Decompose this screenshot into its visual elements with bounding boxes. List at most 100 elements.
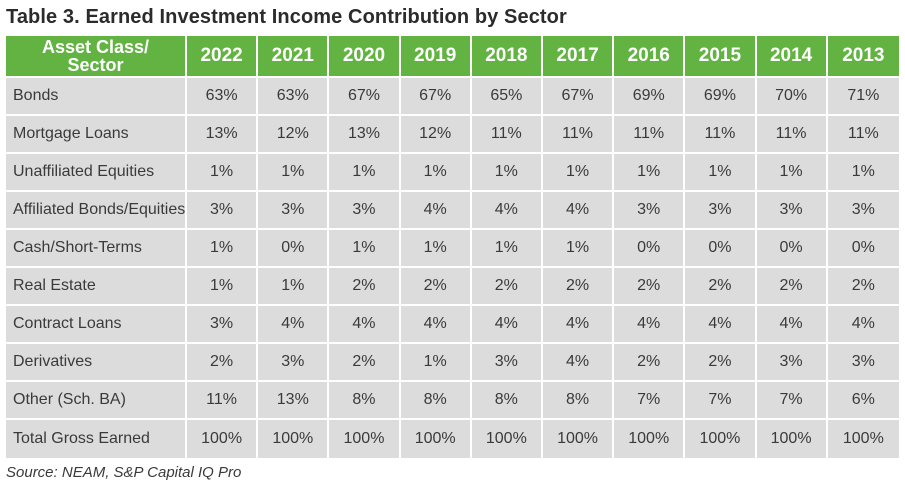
table-cell: 4% bbox=[542, 306, 615, 344]
table-cell: 1% bbox=[614, 154, 686, 192]
table-cell: 11% bbox=[542, 116, 615, 154]
header-year: 2020 bbox=[329, 36, 401, 78]
table-cell: 100% bbox=[614, 420, 686, 460]
table-cell: 100% bbox=[258, 420, 330, 460]
table-cell: 4% bbox=[756, 306, 828, 344]
row-label: Total Gross Earned bbox=[6, 420, 187, 460]
row-label: Other (Sch. BA) bbox=[6, 382, 187, 420]
row-label: Derivatives bbox=[6, 344, 187, 382]
table-row: Other (Sch. BA) 11% 13% 8% 8% 8% 8% 7% 7% 7% 6% bbox=[6, 382, 899, 420]
table-cell: 1% bbox=[542, 230, 615, 268]
table-cell: 0% bbox=[614, 230, 686, 268]
table-cell: 1% bbox=[471, 154, 543, 192]
header-year: 2019 bbox=[400, 36, 472, 78]
table-cell: 4% bbox=[329, 306, 401, 344]
table-cell: 1% bbox=[187, 230, 259, 268]
income-contribution-table: Asset Class/ Sector 2022 2021 2020 2019 … bbox=[6, 36, 899, 460]
table-cell: 1% bbox=[187, 268, 259, 306]
table-cell: 4% bbox=[471, 192, 543, 230]
table-cell: 71% bbox=[827, 78, 899, 116]
table-row: Bonds 63% 63% 67% 67% 65% 67% 69% 69% 70% 71% bbox=[6, 78, 899, 116]
table-cell: 1% bbox=[400, 230, 472, 268]
table-cell: 3% bbox=[827, 344, 899, 382]
header-year: 2021 bbox=[258, 36, 330, 78]
header-label-line1: Asset Class/ bbox=[41, 37, 150, 57]
table-cell: 0% bbox=[756, 230, 828, 268]
table-cell: 3% bbox=[187, 306, 259, 344]
table-row: Mortgage Loans 13% 12% 13% 12% 11% 11% 11% 11% 11… bbox=[6, 116, 899, 154]
table-cell: 8% bbox=[471, 382, 543, 420]
table-cell: 100% bbox=[329, 420, 401, 460]
table-cell: 2% bbox=[614, 344, 686, 382]
table-cell: 1% bbox=[685, 154, 757, 192]
table-cell: 13% bbox=[258, 382, 330, 420]
table-cell: 1% bbox=[827, 154, 899, 192]
header-label-line2: Sector bbox=[67, 55, 124, 75]
header-year: 2013 bbox=[827, 36, 899, 78]
row-label: Real Estate bbox=[6, 268, 187, 306]
table-row: Contract Loans 3% 4% 4% 4% 4% 4% 4% 4% 4% 4% bbox=[6, 306, 899, 344]
table-cell: 3% bbox=[187, 192, 259, 230]
table-cell: 11% bbox=[827, 116, 899, 154]
header-year: 2016 bbox=[614, 36, 686, 78]
table-cell: 2% bbox=[471, 268, 543, 306]
table-cell: 1% bbox=[471, 230, 543, 268]
table-row: Real Estate 1% 1% 2% 2% 2% 2% 2% 2% 2% 2% bbox=[6, 268, 899, 306]
table-row: Derivatives 2% 3% 2% 1% 3% 4% 2% 2% 3% 3% bbox=[6, 344, 899, 382]
table-cell: 3% bbox=[329, 192, 401, 230]
table-cell: 2% bbox=[329, 268, 401, 306]
table-cell: 8% bbox=[542, 382, 615, 420]
table-cell: 0% bbox=[258, 230, 330, 268]
table-cell: 4% bbox=[685, 306, 757, 344]
row-label: Cash/Short-Terms bbox=[6, 230, 187, 268]
table-cell: 11% bbox=[471, 116, 543, 154]
table-cell: 63% bbox=[187, 78, 259, 116]
table-cell: 3% bbox=[756, 192, 828, 230]
table-cell: 0% bbox=[827, 230, 899, 268]
table-cell: 8% bbox=[400, 382, 472, 420]
table-cell: 100% bbox=[827, 420, 899, 460]
header-year: 2015 bbox=[685, 36, 757, 78]
table-cell: 100% bbox=[685, 420, 757, 460]
table-cell: 3% bbox=[614, 192, 686, 230]
table-cell: 3% bbox=[471, 344, 543, 382]
table-cell: 1% bbox=[258, 154, 330, 192]
table-cell: 4% bbox=[614, 306, 686, 344]
row-label: Unaffiliated Equities bbox=[6, 154, 187, 192]
table-cell: 100% bbox=[756, 420, 828, 460]
row-label: Contract Loans bbox=[6, 306, 187, 344]
table-cell: 1% bbox=[400, 344, 472, 382]
table-body: Bonds 63% 63% 67% 67% 65% 67% 69% 69% 70% 71% Mortg… bbox=[6, 78, 899, 460]
table-cell: 2% bbox=[685, 268, 757, 306]
table-cell: 4% bbox=[400, 192, 472, 230]
table-cell: 100% bbox=[400, 420, 472, 460]
table-cell: 13% bbox=[329, 116, 401, 154]
table-cell: 2% bbox=[400, 268, 472, 306]
row-label: Mortgage Loans bbox=[6, 116, 187, 154]
table-cell: 1% bbox=[756, 154, 828, 192]
table-cell: 4% bbox=[400, 306, 472, 344]
source-note: Source: NEAM, S&P Capital IQ Pro bbox=[6, 464, 242, 481]
table-cell: 4% bbox=[542, 344, 615, 382]
table-cell: 12% bbox=[258, 116, 330, 154]
table-cell: 2% bbox=[827, 268, 899, 306]
table-cell: 11% bbox=[756, 116, 828, 154]
header-year: 2018 bbox=[471, 36, 543, 78]
table-cell: 3% bbox=[827, 192, 899, 230]
table-cell: 67% bbox=[400, 78, 472, 116]
table-cell: 100% bbox=[187, 420, 259, 460]
header-year: 2014 bbox=[756, 36, 828, 78]
table-cell: 0% bbox=[685, 230, 757, 268]
table-cell: 2% bbox=[614, 268, 686, 306]
table-cell: 100% bbox=[542, 420, 615, 460]
table-cell: 7% bbox=[685, 382, 757, 420]
table-cell: 69% bbox=[685, 78, 757, 116]
table-row: Affiliated Bonds/Equities 3% 3% 3% 4% 4% 4% 3% 3… bbox=[6, 192, 899, 230]
table-title: Table 3. Earned Investment Income Contri… bbox=[6, 6, 567, 28]
header-year: 2017 bbox=[542, 36, 615, 78]
table-cell: 8% bbox=[329, 382, 401, 420]
table-row: Unaffiliated Equities 1% 1% 1% 1% 1% 1% 1% 1% 1% 1… bbox=[6, 154, 899, 192]
table-cell: 3% bbox=[685, 192, 757, 230]
table-cell: 3% bbox=[756, 344, 828, 382]
table-cell: 6% bbox=[827, 382, 899, 420]
